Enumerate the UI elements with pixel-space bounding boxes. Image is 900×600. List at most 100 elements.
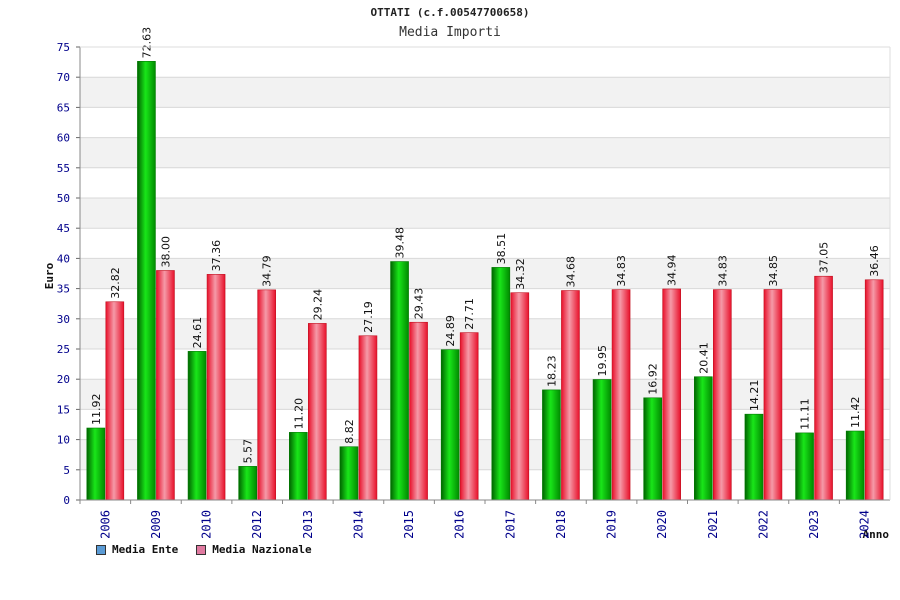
bar-ente bbox=[339, 446, 359, 501]
data-label: 34.83 bbox=[716, 255, 729, 287]
bar-nazionale bbox=[611, 289, 631, 501]
y-tick-label: 30 bbox=[57, 313, 70, 326]
bar-nazionale bbox=[206, 274, 226, 501]
data-label: 18.23 bbox=[545, 355, 558, 387]
x-tick-label: 2010 bbox=[200, 510, 214, 539]
data-label: 34.83 bbox=[615, 255, 628, 287]
data-label: 11.92 bbox=[90, 394, 103, 426]
y-tick-label: 25 bbox=[57, 343, 70, 356]
data-label: 27.19 bbox=[362, 301, 375, 333]
x-tick-label: 2022 bbox=[756, 510, 770, 539]
bar-ente bbox=[744, 413, 764, 501]
data-label: 32.82 bbox=[109, 267, 122, 299]
legend-swatch-nazionale bbox=[196, 544, 207, 555]
x-axis-label: Anno bbox=[863, 528, 890, 541]
data-label: 34.94 bbox=[666, 254, 679, 286]
bar-nazionale bbox=[713, 289, 732, 501]
data-label: 8.82 bbox=[343, 419, 356, 444]
y-tick-label: 50 bbox=[57, 192, 70, 205]
y-tick-label: 65 bbox=[57, 101, 70, 114]
legend-item-ente: Media Ente bbox=[96, 543, 178, 556]
y-axis-label: Euro bbox=[43, 262, 56, 289]
data-label: 37.36 bbox=[210, 240, 223, 272]
x-tick-label: 2023 bbox=[807, 510, 821, 539]
y-tick-label: 15 bbox=[57, 403, 70, 416]
data-label: 34.32 bbox=[514, 258, 527, 290]
x-tick-label: 2021 bbox=[706, 510, 720, 539]
legend-item-nazionale: Media Nazionale bbox=[196, 543, 312, 556]
legend-label-nazionale: Media Nazionale bbox=[212, 543, 312, 556]
y-tick-label: 10 bbox=[57, 434, 70, 447]
bar-nazionale bbox=[409, 321, 428, 501]
x-tick-label: 2024 bbox=[858, 510, 872, 539]
bar-ente bbox=[187, 351, 207, 501]
data-label: 29.43 bbox=[413, 288, 426, 320]
bar-ente bbox=[694, 376, 713, 501]
data-label: 24.61 bbox=[191, 317, 204, 349]
bar-ente bbox=[542, 389, 561, 501]
bar-ente bbox=[289, 432, 308, 501]
bar-ente bbox=[795, 432, 814, 501]
x-tick-label: 2015 bbox=[402, 510, 416, 539]
chart-legend: Media Ente Media Nazionale bbox=[96, 543, 312, 556]
bar-ente bbox=[86, 427, 106, 501]
grid-band bbox=[80, 198, 890, 229]
data-label: 24.89 bbox=[444, 315, 457, 347]
x-tick-label: 2020 bbox=[655, 510, 669, 539]
bar-nazionale bbox=[358, 335, 378, 501]
data-label: 38.51 bbox=[495, 233, 508, 265]
x-tick-label: 2009 bbox=[149, 510, 163, 539]
y-tick-label: 60 bbox=[57, 132, 70, 145]
x-tick-label: 2013 bbox=[301, 510, 315, 539]
bar-nazionale bbox=[308, 323, 327, 501]
y-tick-label: 45 bbox=[57, 222, 70, 235]
data-label: 11.20 bbox=[292, 398, 305, 430]
bar-ente bbox=[592, 379, 612, 501]
bar-ente bbox=[643, 397, 662, 501]
y-tick-label: 20 bbox=[57, 373, 70, 386]
bar-nazionale bbox=[864, 279, 884, 501]
bar-ente bbox=[390, 261, 409, 501]
data-label: 38.00 bbox=[159, 236, 172, 268]
bar-nazionale bbox=[156, 270, 175, 501]
data-label: 39.48 bbox=[394, 227, 407, 259]
grid-band bbox=[80, 137, 890, 168]
data-label: 19.95 bbox=[596, 345, 609, 377]
x-tick-label: 2019 bbox=[605, 510, 619, 539]
data-label: 14.21 bbox=[748, 380, 761, 412]
y-tick-label: 5 bbox=[63, 464, 70, 477]
data-label: 11.42 bbox=[849, 397, 862, 429]
y-tick-label: 75 bbox=[57, 41, 70, 54]
bar-ente bbox=[238, 466, 257, 501]
y-tick-label: 70 bbox=[57, 71, 70, 84]
x-tick-label: 2006 bbox=[98, 510, 112, 539]
data-label: 5.57 bbox=[242, 439, 255, 464]
bar-ente bbox=[137, 61, 156, 501]
bar-ente bbox=[491, 267, 511, 501]
chart-title: OTTATI (c.f.00547700658) bbox=[370, 6, 530, 19]
x-tick-label: 2017 bbox=[503, 510, 517, 539]
bar-nazionale bbox=[510, 292, 530, 501]
data-label: 20.41 bbox=[697, 342, 710, 374]
y-tick-label: 35 bbox=[57, 283, 70, 296]
x-tick-label: 2012 bbox=[250, 510, 264, 539]
x-tick-label: 2018 bbox=[554, 510, 568, 539]
data-label: 34.79 bbox=[261, 255, 274, 287]
bar-nazionale bbox=[459, 332, 479, 501]
bar-nazionale bbox=[257, 289, 276, 501]
data-label: 11.11 bbox=[799, 398, 812, 430]
grid-band bbox=[80, 77, 890, 108]
legend-label-ente: Media Ente bbox=[112, 543, 179, 556]
bar-nazionale bbox=[814, 275, 833, 501]
y-tick-label: 55 bbox=[57, 162, 70, 175]
data-label: 27.71 bbox=[463, 298, 476, 330]
chart-subtitle: Media Importi bbox=[399, 25, 501, 40]
y-tick-label: 40 bbox=[57, 252, 70, 265]
data-label: 34.85 bbox=[767, 255, 780, 287]
x-tick-label: 2014 bbox=[351, 510, 365, 539]
data-label: 29.24 bbox=[311, 289, 324, 321]
bar-nazionale bbox=[561, 290, 580, 501]
bar-nazionale bbox=[105, 301, 125, 501]
bar-ente bbox=[845, 430, 865, 501]
